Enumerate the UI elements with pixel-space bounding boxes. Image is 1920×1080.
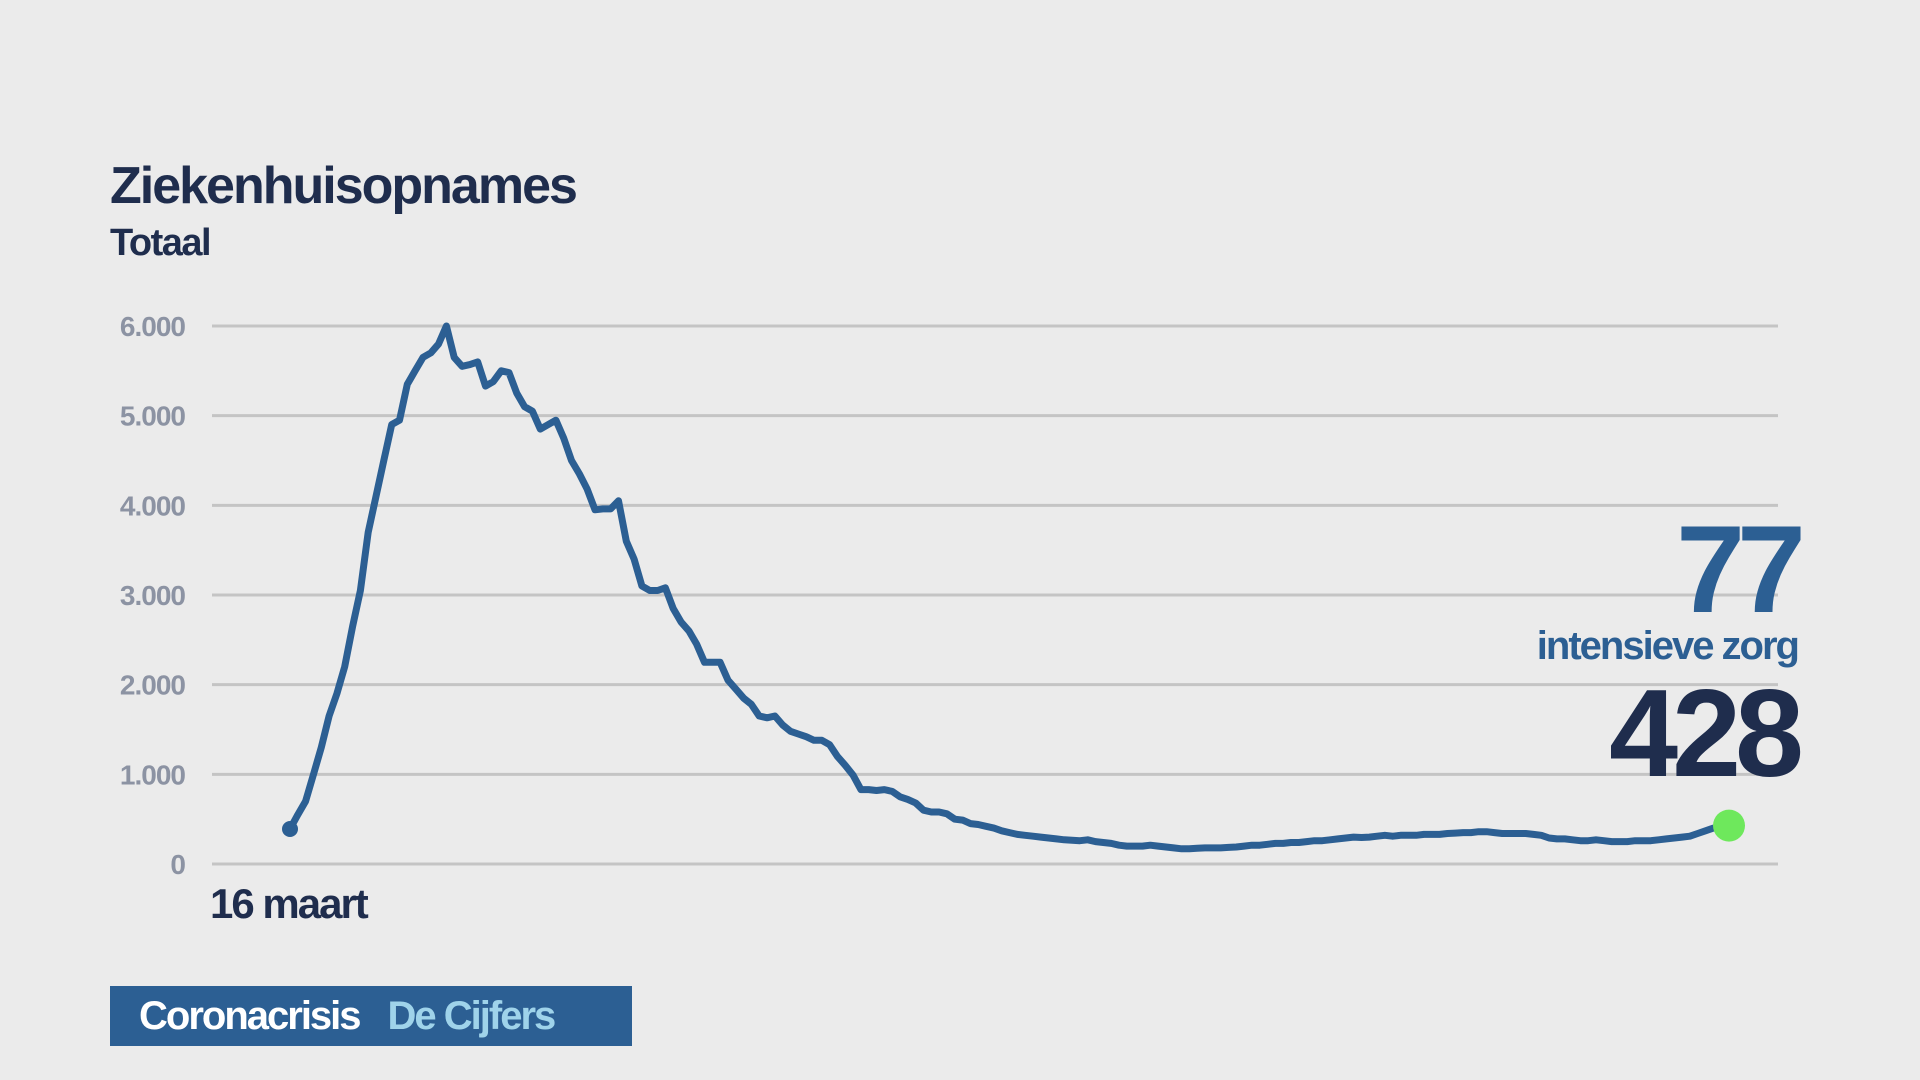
y-tick-label: 6.000 bbox=[120, 311, 185, 342]
series-line bbox=[286, 322, 1733, 853]
y-tick-label: 3.000 bbox=[120, 580, 185, 611]
y-tick-label: 1.000 bbox=[120, 759, 185, 790]
chart-subtitle: Totaal bbox=[110, 222, 212, 264]
footer-label-de-cijfers: De Cijfers bbox=[387, 993, 557, 1038]
x-tick-label: 16 maart bbox=[210, 880, 369, 927]
series-layer bbox=[282, 322, 1745, 853]
y-tick-label: 5.000 bbox=[120, 401, 185, 432]
intensive-care-label: intensieve zorg bbox=[1536, 624, 1800, 668]
series-end-point bbox=[1713, 809, 1745, 842]
y-tick-label: 4.000 bbox=[120, 490, 185, 521]
x-axis-ticks: 16 maart bbox=[210, 880, 371, 927]
chart-title: Ziekenhuisopnames bbox=[110, 157, 578, 215]
gridlines bbox=[212, 324, 1778, 866]
series-start-point bbox=[282, 821, 298, 838]
total-value: 428 bbox=[1609, 665, 1804, 803]
y-tick-label: 0 bbox=[170, 849, 185, 880]
y-axis-ticks: 0 1.000 2.000 3.000 4.000 5.000 6.000 bbox=[120, 311, 187, 880]
footer-banner: Coronacrisis De Cijfers bbox=[110, 986, 632, 1046]
footer-label-coronacrisis: Coronacrisis bbox=[139, 993, 362, 1038]
y-tick-label: 2.000 bbox=[120, 670, 185, 701]
intensive-care-value: 77 bbox=[1676, 501, 1806, 639]
